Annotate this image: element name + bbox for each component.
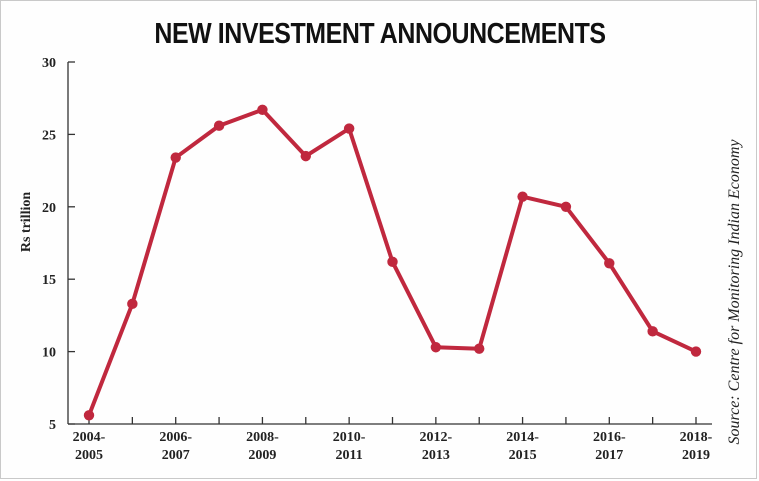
y-tick-label: 30 xyxy=(42,56,56,71)
data-point xyxy=(560,201,572,212)
x-tick-label: 2006- xyxy=(159,430,192,445)
data-point xyxy=(690,346,702,357)
data-point xyxy=(517,191,528,202)
data-point xyxy=(83,410,95,421)
x-tick-label: 2019 xyxy=(682,448,710,463)
y-tick-label: 5 xyxy=(49,418,56,433)
x-tick-label: 2004- xyxy=(73,430,106,445)
x-tick-label: 2015 xyxy=(509,448,537,463)
x-tick-label: 2016- xyxy=(593,430,626,445)
y-tick-label: 20 xyxy=(42,201,56,216)
data-point xyxy=(604,258,615,269)
chart-title: NEW INVESTMENT ANNOUNCEMENTS xyxy=(154,18,606,50)
x-tick-label: 2017 xyxy=(595,448,623,463)
data-point xyxy=(213,120,225,131)
data-point xyxy=(387,256,398,268)
x-tick-label: 2008- xyxy=(246,430,279,445)
data-point xyxy=(257,104,268,115)
y-tick-label: 10 xyxy=(42,346,56,361)
data-point xyxy=(343,123,355,134)
x-tick-label: 2010- xyxy=(333,430,366,445)
data-point xyxy=(170,152,181,163)
y-tick-label: 25 xyxy=(42,128,56,143)
x-tick-label: 2009 xyxy=(248,448,276,463)
data-point xyxy=(474,343,485,354)
y-tick-label: 15 xyxy=(42,273,56,288)
x-tick-label: 2018- xyxy=(680,430,713,445)
x-tick-label: 2012- xyxy=(420,430,453,445)
x-tick-label: 2011 xyxy=(336,448,363,463)
data-point xyxy=(647,326,658,337)
x-tick-label: 2013 xyxy=(422,448,450,463)
x-tick-label: 2014- xyxy=(506,430,539,445)
x-tick-label: 2005 xyxy=(75,448,103,463)
data-point xyxy=(127,298,138,310)
x-tick-label: 2007 xyxy=(162,448,190,463)
data-point xyxy=(300,150,311,162)
data-point xyxy=(430,342,442,353)
